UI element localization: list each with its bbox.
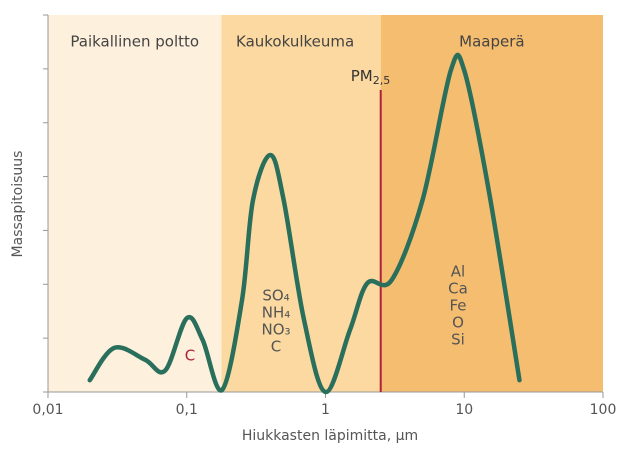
pm-sub: 2,5	[373, 74, 391, 87]
x-tick-label: 100	[590, 402, 617, 418]
region	[48, 15, 222, 392]
region-label: Paikallinen poltto	[70, 33, 199, 51]
annotation: NH₄	[262, 304, 291, 322]
annotation: Al	[451, 263, 465, 281]
annotation: O	[452, 314, 464, 332]
curve	[87, 52, 522, 395]
annotation: C	[185, 347, 195, 365]
x-tick-label: 10	[455, 402, 473, 418]
x-tick-label: 0,1	[176, 402, 198, 418]
region-label: Kaukokulkeuma	[236, 33, 354, 51]
annotation: C	[271, 338, 281, 356]
pm-main: PM	[351, 67, 373, 85]
annotation: Si	[451, 331, 465, 349]
annotation: Fe	[449, 297, 466, 315]
x-axis-label: Hiukkasten läpimitta, µm	[242, 428, 418, 444]
y-axis-label: Massapitoisuus	[10, 151, 26, 258]
x-tick-label: 0,01	[32, 402, 63, 418]
region	[221, 15, 381, 392]
annotation: Ca	[448, 280, 468, 298]
annotation: SO₄	[262, 287, 289, 305]
pm-label: PM2,5	[351, 67, 391, 88]
x-tick-label: 1	[321, 402, 330, 418]
region-label: Maaperä	[459, 33, 524, 51]
annotation: NO₃	[261, 321, 290, 339]
